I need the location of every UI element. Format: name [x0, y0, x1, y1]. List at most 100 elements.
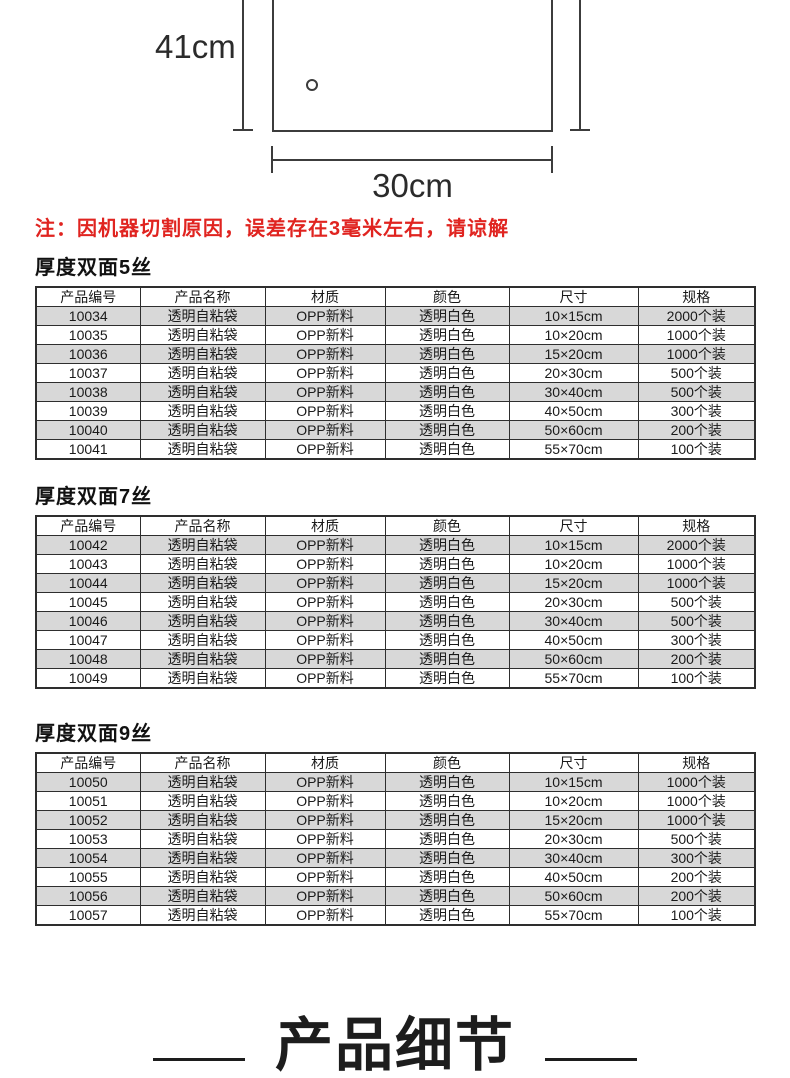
- table-cell: OPP新料: [264, 668, 386, 689]
- table-cell: OPP新料: [264, 554, 386, 574]
- table-cell: 透明白色: [384, 344, 510, 364]
- table-cell: 20×30cm: [508, 592, 639, 612]
- section-title: 厚度双面5丝: [35, 257, 153, 279]
- table-cell: 10037: [35, 363, 141, 383]
- table-cell: 1000个装: [637, 791, 756, 811]
- column-header: 产品名称: [139, 515, 266, 536]
- right-dash: [545, 1058, 637, 1061]
- table-cell: 10042: [35, 535, 141, 555]
- table-cell: OPP新料: [264, 649, 386, 669]
- table-cell: 10036: [35, 344, 141, 364]
- table-cell: 2000个装: [637, 306, 756, 326]
- table-cell: 10×15cm: [508, 306, 639, 326]
- table-row: 10051 透明自粘袋 OPP新料 透明白色 10×20cm 1000个装: [35, 791, 756, 811]
- table-cell: 500个装: [637, 829, 756, 849]
- table-cell: 透明白色: [384, 592, 510, 612]
- table-cell: OPP新料: [264, 630, 386, 650]
- table-cell: 10057: [35, 905, 141, 926]
- table-cell: 透明白色: [384, 382, 510, 402]
- cutting-tolerance-note: 注：因机器切割原因，误差存在3毫米左右，请谅解: [35, 218, 510, 240]
- spec-section-9si: 厚度双面9丝 产品编号 产品名称 材质 颜色 尺寸 规格 10050 透明自粘袋 OPP新料透…: [35, 722, 756, 926]
- table-cell: 10×15cm: [508, 535, 639, 555]
- spec-section-7si: 厚度双面7丝 产品编号 产品名称 材质 颜色 尺寸 规格 10042 透明自粘袋 OPP新料透…: [35, 485, 756, 689]
- table-cell: 1000个装: [637, 554, 756, 574]
- column-header: 产品编号: [35, 286, 141, 307]
- table-cell: OPP新料: [264, 420, 386, 440]
- table-row: 10049 透明自粘袋 OPP新料 透明白色 55×70cm 100个装: [35, 668, 756, 689]
- column-header: 规格: [637, 515, 756, 536]
- table-row: 10034 透明自粘袋 OPP新料 透明白色 10×15cm 2000个装: [35, 306, 756, 326]
- table-row: 10035 透明自粘袋 OPP新料 透明白色 10×20cm 1000个装: [35, 325, 756, 345]
- table-row: 10046 透明自粘袋 OPP新料 透明白色 30×40cm 500个装: [35, 611, 756, 631]
- table-cell: 100个装: [637, 905, 756, 926]
- column-header: 材质: [264, 286, 386, 307]
- table-cell: 30×40cm: [508, 382, 639, 402]
- table-cell: 50×60cm: [508, 420, 639, 440]
- table-row: 10042 透明自粘袋 OPP新料 透明白色 10×15cm 2000个装: [35, 535, 756, 555]
- table-cell: 透明白色: [384, 772, 510, 792]
- table-cell: 透明白色: [384, 401, 510, 421]
- table-cell: 10056: [35, 886, 141, 906]
- table-cell: 透明自粘袋: [139, 829, 266, 849]
- hang-hole-icon: [306, 79, 318, 91]
- table-cell: OPP新料: [264, 848, 386, 868]
- table-cell: 10047: [35, 630, 141, 650]
- table-cell: 透明自粘袋: [139, 554, 266, 574]
- table-cell: 15×20cm: [508, 810, 639, 830]
- table-cell: 透明自粘袋: [139, 382, 266, 402]
- table-row: 10055 透明自粘袋 OPP新料 透明白色 40×50cm 200个装: [35, 867, 756, 887]
- column-header: 规格: [637, 752, 756, 773]
- table-cell: 500个装: [637, 592, 756, 612]
- column-header: 产品名称: [139, 752, 266, 773]
- column-header: 产品名称: [139, 286, 266, 307]
- table-cell: 透明白色: [384, 668, 510, 689]
- table-cell: 10046: [35, 611, 141, 631]
- height-dimension-line: [242, 0, 244, 131]
- table-cell: OPP新料: [264, 886, 386, 906]
- table-cell: 10051: [35, 791, 141, 811]
- table-cell: 10049: [35, 668, 141, 689]
- table-cell: 10×20cm: [508, 791, 639, 811]
- table-cell: 透明白色: [384, 848, 510, 868]
- section-title: 厚度双面7丝: [35, 486, 153, 508]
- table-cell: 500个装: [637, 611, 756, 631]
- table-body: 10050 透明自粘袋 OPP新料 透明白色 10×15cm 1000个装 10051 透明自…: [35, 772, 756, 926]
- table-cell: 透明白色: [384, 810, 510, 830]
- table-cell: 1000个装: [637, 325, 756, 345]
- table-row: 10054 透明自粘袋 OPP新料 透明白色 30×40cm 300个装: [35, 848, 756, 868]
- table-cell: 500个装: [637, 363, 756, 383]
- footer-title: 产品细节: [274, 1013, 515, 1078]
- table-cell: 透明自粘袋: [139, 886, 266, 906]
- table-cell: OPP新料: [264, 344, 386, 364]
- table-cell: 透明自粘袋: [139, 611, 266, 631]
- table-cell: 10044: [35, 573, 141, 593]
- table-cell: 透明白色: [384, 886, 510, 906]
- table-cell: 透明白色: [384, 829, 510, 849]
- table-cell: 10053: [35, 829, 141, 849]
- table-cell: 40×50cm: [508, 867, 639, 887]
- table-cell: OPP新料: [264, 382, 386, 402]
- table-cell: 透明自粘袋: [139, 905, 266, 926]
- table-cell: 透明白色: [384, 325, 510, 345]
- width-dimension-line: [272, 159, 553, 161]
- height-label: 41cm: [155, 28, 236, 65]
- table-cell: 300个装: [637, 630, 756, 650]
- table-cell: 100个装: [637, 668, 756, 689]
- table-cell: 10041: [35, 439, 141, 460]
- table-cell: OPP新料: [264, 791, 386, 811]
- table-cell: OPP新料: [264, 867, 386, 887]
- column-header: 颜色: [384, 752, 510, 773]
- table-cell: 透明自粘袋: [139, 420, 266, 440]
- table-row: 10050 透明自粘袋 OPP新料 透明白色 10×15cm 1000个装: [35, 772, 756, 792]
- table-cell: 透明白色: [384, 649, 510, 669]
- table-cell: 透明白色: [384, 554, 510, 574]
- table-cell: 透明白色: [384, 867, 510, 887]
- table-cell: OPP新料: [264, 829, 386, 849]
- table-row: 10045 透明自粘袋 OPP新料 透明白色 20×30cm 500个装: [35, 592, 756, 612]
- table-cell: 10043: [35, 554, 141, 574]
- table-cell: OPP新料: [264, 772, 386, 792]
- table-cell: 10040: [35, 420, 141, 440]
- product-detail-heading: 产品细节: [0, 1014, 790, 1078]
- table-cell: OPP新料: [264, 592, 386, 612]
